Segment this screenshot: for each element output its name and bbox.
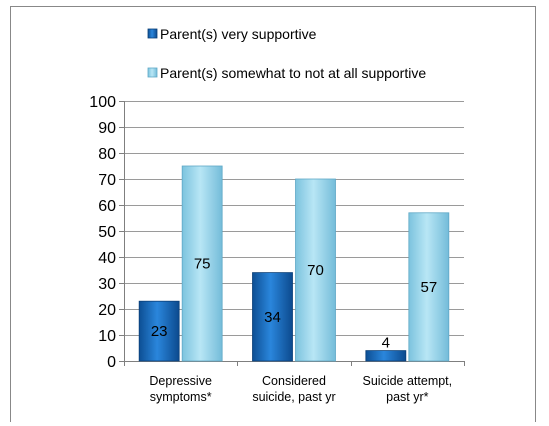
y-tick-label-60: 60	[98, 198, 116, 215]
gridlines	[124, 101, 464, 336]
y-tick-label-100: 100	[89, 94, 116, 111]
bar-series1-cat1	[138, 300, 180, 362]
data-label-series2-cat1: 75	[194, 256, 211, 273]
data-label-series1-cat3: 4	[382, 335, 390, 352]
y-tick-label-50: 50	[98, 224, 116, 241]
legend-swatch-1	[147, 28, 158, 39]
x-tick-label-cat1-line1: Depressive	[149, 374, 212, 388]
y-tick-label-40: 40	[98, 250, 116, 267]
x-tick-label-cat3-line2: past yr*	[386, 390, 429, 404]
y-axis-ticks: 0 10 20 30 40 50 60 70 80 90 100	[89, 94, 116, 371]
bar-series2-cat3	[408, 212, 450, 362]
x-axis-ticks: Depressive symptoms* Considered suicide, pa…	[149, 374, 452, 404]
y-tick-label-10: 10	[98, 328, 116, 345]
y-tick-label-90: 90	[98, 120, 116, 137]
legend-label-1: Parent(s) very supportive	[160, 26, 317, 42]
x-tick-label-cat2-line2: suicide, past yr	[252, 390, 335, 404]
bar-series1-cat2	[252, 272, 293, 362]
y-tick-label-70: 70	[98, 172, 116, 189]
axes	[119, 101, 465, 366]
y-tick-label-0: 0	[107, 354, 116, 371]
x-tick-label-cat3-line1: Suicide attempt,	[363, 374, 453, 388]
legend-label-2: Parent(s) somewhat to not at all support…	[160, 65, 426, 81]
bars	[138, 165, 450, 362]
bar-series2-cat1	[181, 165, 223, 362]
x-tick-label-cat2-line1: Considered	[262, 374, 326, 388]
x-tick-label-cat1-line2: symptoms*	[150, 390, 212, 404]
data-labels: 23 75 34 70 4 57	[151, 256, 437, 352]
y-tick-label-20: 20	[98, 302, 116, 319]
y-tick-label-80: 80	[98, 146, 116, 163]
bar-series2-cat2	[295, 178, 336, 362]
y-tick-label-30: 30	[98, 276, 116, 293]
legend-swatch-2	[147, 67, 158, 78]
data-label-series2-cat2: 70	[307, 262, 324, 279]
data-label-series2-cat3: 57	[420, 279, 437, 296]
legend: Parent(s) very supportive Parent(s) somew…	[147, 26, 426, 81]
data-label-series1-cat2: 34	[264, 309, 281, 326]
data-label-series1-cat1: 23	[151, 323, 168, 340]
bar-series1-cat3	[365, 350, 407, 362]
